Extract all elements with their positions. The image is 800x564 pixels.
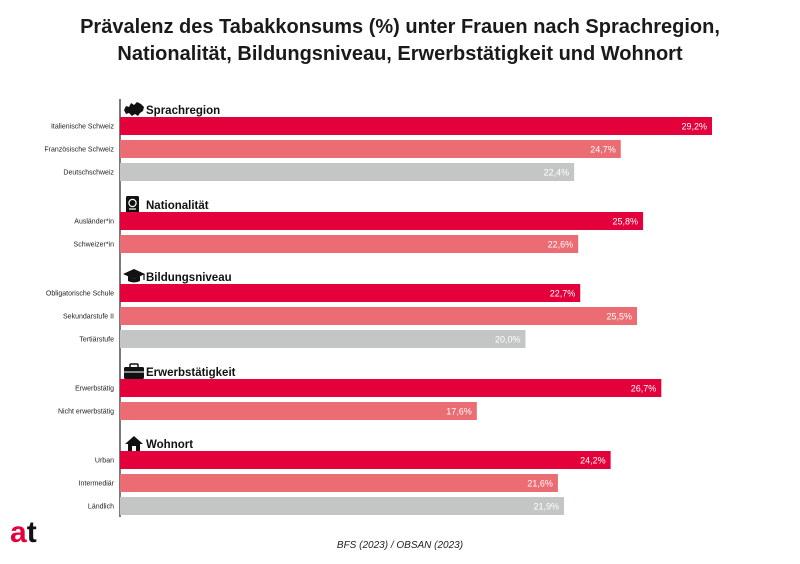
- category-label-5-1: Urban: [95, 458, 114, 465]
- chart-title: Prävalenz des Tabakkonsums (%) unter Fra…: [0, 14, 800, 68]
- value-label-4-2: 17,6%: [446, 407, 472, 417]
- value-label-4-1: 26,7%: [631, 384, 657, 394]
- category-label-1-1: Italienische Schweiz: [51, 124, 115, 131]
- category-label-2-2: Schweizer*in: [74, 242, 115, 249]
- bar-5-2: [120, 474, 558, 492]
- value-label-1-2: 24,7%: [590, 145, 616, 155]
- bar-1-1: [120, 117, 712, 135]
- value-label-2-1: 25,8%: [613, 217, 639, 227]
- logo-wordmark: at: [10, 518, 37, 548]
- category-label-3-2: Sekundarstufe II: [63, 314, 114, 321]
- group-header-4: Erwerbstätigkeit: [146, 367, 236, 379]
- switzerland-map-icon: [124, 102, 144, 116]
- group-header-1: Sprachregion: [146, 105, 220, 117]
- category-label-3-3: Tertiärstufe: [79, 337, 114, 344]
- category-label-3-1: Obligatorische Schule: [46, 291, 114, 298]
- group-header-5: Wohnort: [146, 439, 193, 451]
- passport-icon: [126, 196, 139, 213]
- logo-letter-t: t: [27, 518, 37, 548]
- category-label-5-2: Intermediär: [79, 481, 115, 488]
- value-label-3-2: 25,5%: [606, 312, 632, 322]
- value-label-1-1: 29,2%: [681, 122, 707, 132]
- category-label-4-1: Erwerbstätig: [75, 386, 114, 393]
- graduation-cap-icon: [123, 269, 145, 283]
- bar-1-3: [120, 163, 575, 181]
- bar-5-3: [120, 497, 564, 515]
- bar-2-2: [120, 235, 579, 253]
- bar-4-2: [120, 402, 477, 420]
- value-label-5-2: 21,6%: [527, 479, 553, 489]
- group-header-2: Nationalität: [146, 200, 209, 212]
- brand-logo: at: [10, 518, 37, 548]
- category-label-5-3: Ländlich: [88, 504, 114, 511]
- value-label-3-3: 20,0%: [495, 335, 521, 345]
- chart-title-line-2: Nationalität, Bildungsniveau, Erwerbstät…: [117, 43, 683, 65]
- bar-4-1: [120, 379, 662, 397]
- category-label-4-2: Nicht erwerbstätig: [58, 409, 114, 416]
- bar-5-1: [120, 451, 611, 469]
- bar-1-2: [120, 140, 621, 158]
- value-label-5-3: 21,9%: [533, 502, 559, 512]
- category-label-1-2: Französische Schweiz: [44, 147, 114, 154]
- source-note: BFS (2023) / OBSAN (2023): [336, 540, 464, 551]
- briefcase-icon: [124, 363, 144, 379]
- chart-title-line-1: Prävalenz des Tabakkonsums (%) unter Fra…: [80, 16, 720, 38]
- bar-2-1: [120, 212, 644, 230]
- category-label-2-1: Ausländer*in: [74, 219, 114, 226]
- house-icon: [125, 436, 143, 451]
- bar-3-1: [120, 284, 581, 302]
- value-label-5-1: 24,2%: [580, 456, 606, 466]
- group-header-3: Bildungsniveau: [146, 272, 232, 284]
- value-label-2-2: 22,6%: [548, 240, 574, 250]
- value-label-3-1: 22,7%: [550, 289, 576, 299]
- value-label-1-3: 22,4%: [544, 168, 570, 178]
- bar-3-3: [120, 330, 526, 348]
- bar-3-2: [120, 307, 637, 325]
- logo-letter-a: a: [10, 518, 27, 548]
- category-label-1-3: Deutschschweiz: [63, 170, 114, 177]
